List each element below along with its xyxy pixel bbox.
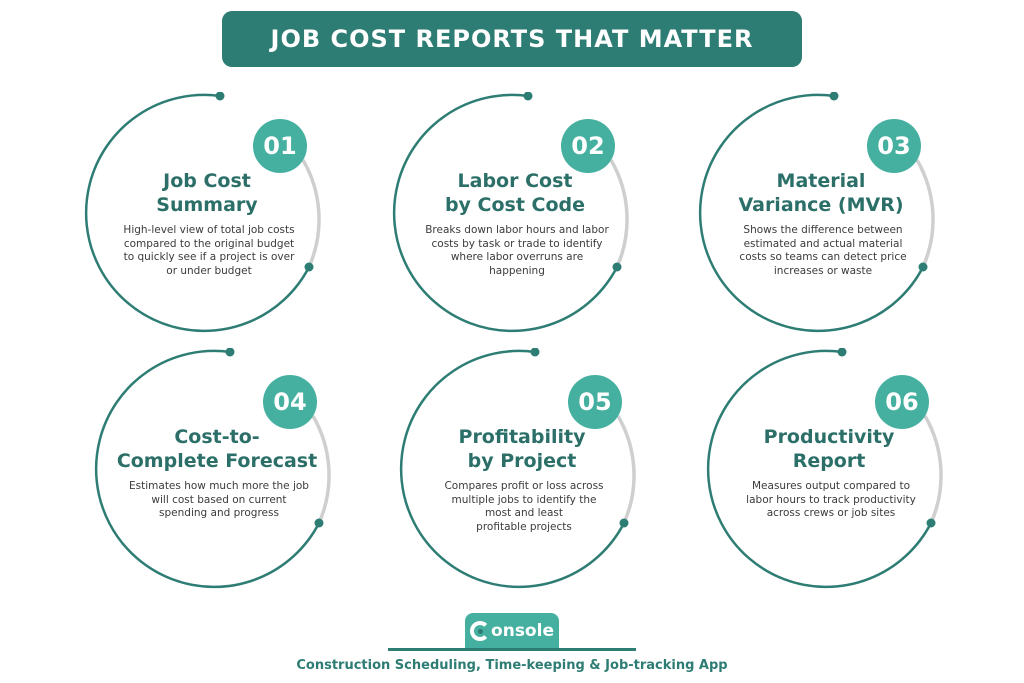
report-card-06: 06 Productivity Report Measures output c… [704,348,964,608]
number-badge: 03 [867,119,921,173]
page-title: JOB COST REPORTS THAT MATTER [270,25,754,53]
number-badge: 05 [568,375,622,429]
report-card-03: 03 Material Variance (MVR) Shows the dif… [696,92,956,352]
card-title: Cost-to- Complete Forecast [116,426,318,472]
number-badge: 01 [253,119,307,173]
card-description: High-level view of total job costs compa… [123,224,295,277]
card-title: Productivity Report [763,426,895,472]
console-logo: onsole [465,613,559,649]
report-card-02: 02 Labor Cost by Cost Code Breaks down l… [390,92,650,352]
report-card-01: 01 Job Cost Summary High-level view of t… [82,92,342,352]
number-badge: 04 [263,375,317,429]
card-ring [84,92,321,333]
footer-tagline: Construction Scheduling, Time-keeping & … [296,658,728,673]
card-title: Labor Cost by Cost Code [444,170,586,216]
number-badge: 02 [561,119,615,173]
title-banner: JOB COST REPORTS THAT MATTER [222,11,802,67]
report-card-05: 05 Profitability by Project Compares pro… [397,348,657,608]
card-title: Job Cost Summary [156,170,258,216]
card-description: Estimates how much more the job will cos… [129,480,309,519]
logo-underline [388,648,636,651]
card-description: Compares profit or loss across multiple … [444,480,604,533]
number-badge: 06 [875,375,929,429]
card-description: Shows the difference between estimated a… [739,224,907,277]
card-ring [392,92,629,333]
card-ring [706,348,943,589]
card-title: Material Variance (MVR) [738,170,904,216]
card-ring [94,348,331,589]
card-ring [698,92,935,333]
card-title: Profitability by Project [458,426,586,472]
logo-wordmark: onsole [491,621,554,641]
report-card-04: 04 Cost-to- Complete Forecast Estimates … [92,348,352,608]
card-description: Breaks down labor hours and labor costs … [425,224,609,277]
card-ring [399,348,636,589]
card-description: Measures output compared to labor hours … [746,480,916,519]
console-c-icon [470,621,491,641]
